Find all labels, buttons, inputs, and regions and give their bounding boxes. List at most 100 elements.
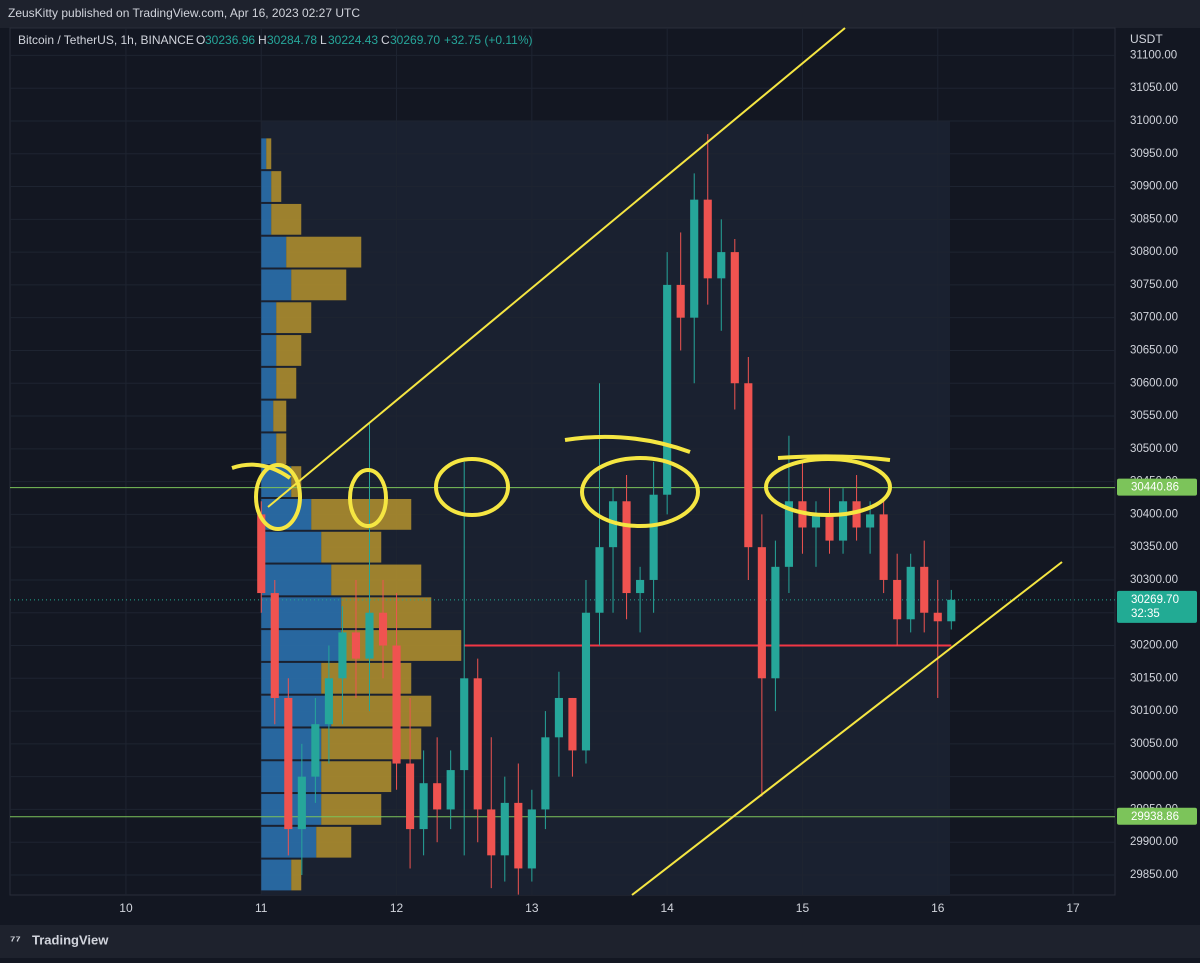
candle-body — [446, 770, 455, 810]
candle-body — [541, 737, 550, 810]
candle-body — [717, 252, 726, 279]
price-label: 30440.86 — [1131, 482, 1179, 494]
scribble — [231, 434, 891, 480]
profile-down — [321, 761, 392, 793]
x-tick-label: 14 — [660, 901, 674, 915]
candle-body — [284, 697, 293, 830]
candle-body — [622, 501, 631, 594]
x-tick-label: 17 — [1066, 901, 1080, 915]
circle-annotation — [434, 457, 510, 517]
profile-down — [273, 400, 287, 432]
y-tick-label: 30350.00 — [1130, 541, 1178, 553]
y-tick-label: 30100.00 — [1130, 705, 1178, 717]
profile-up — [261, 269, 292, 301]
profile-down — [341, 630, 462, 661]
x-tick-label: 11 — [255, 901, 268, 915]
candle-body — [460, 678, 469, 771]
candle-body — [744, 383, 753, 548]
price-label: 29938.86 — [1131, 811, 1179, 823]
profile-down — [276, 302, 312, 334]
candle-body — [595, 547, 604, 613]
brand: TradingView — [32, 932, 109, 947]
candle-body — [568, 697, 577, 751]
candle-body — [419, 783, 428, 830]
h-value: 30284.78 — [267, 33, 317, 47]
price-label-box — [1117, 590, 1197, 623]
candle-body — [487, 809, 496, 856]
profile-up — [261, 302, 277, 334]
profile-up — [261, 695, 332, 727]
y-tick-label: 29850.00 — [1130, 869, 1178, 881]
profile-down — [331, 695, 432, 727]
y-tick-label: 29900.00 — [1130, 836, 1178, 848]
price-label: 30269.70 — [1131, 594, 1179, 606]
profile-down — [321, 794, 382, 825]
c-value: 30269.70 — [390, 33, 440, 47]
candle-body — [784, 501, 793, 567]
profile-down — [276, 367, 297, 399]
profile-down — [316, 826, 352, 858]
candle-body — [649, 494, 658, 580]
y-tick-label: 30750.00 — [1130, 279, 1178, 291]
candle-body — [663, 284, 672, 495]
candle-body — [838, 501, 848, 541]
profile-up — [261, 531, 322, 563]
candle-body — [514, 802, 523, 869]
candle-body — [554, 697, 563, 738]
x-tick-label: 16 — [931, 901, 945, 915]
profile-down — [271, 171, 282, 202]
candle-body — [690, 199, 699, 318]
candle-body — [852, 501, 861, 528]
candle-body — [676, 284, 685, 318]
price-label-box — [1117, 807, 1197, 825]
l-label: L — [320, 33, 327, 47]
candle-body — [771, 566, 780, 679]
candle-body — [879, 514, 888, 580]
profile-down — [276, 335, 302, 366]
y-tick-label: 30200.00 — [1130, 640, 1178, 652]
candle-body — [351, 632, 361, 659]
candle-body — [906, 566, 915, 620]
candle-body — [433, 783, 442, 810]
annotations — [231, 27, 1063, 896]
profile-up — [261, 433, 277, 465]
y-tick-label: 30500.00 — [1130, 443, 1178, 455]
candle-body — [947, 599, 956, 622]
profile-up — [261, 203, 272, 235]
y-tick-label: 30550.00 — [1130, 410, 1178, 422]
candle-body — [933, 612, 942, 622]
y-tick-label: 30150.00 — [1130, 672, 1178, 684]
profile-up — [261, 367, 277, 399]
y-tick-label: 30000.00 — [1130, 771, 1178, 783]
x-tick-label: 15 — [796, 901, 810, 915]
profile-up — [261, 662, 322, 694]
y-tick-label: 30900.00 — [1130, 181, 1178, 193]
profile-up — [261, 859, 292, 891]
candle-body — [406, 763, 415, 830]
y-tick-label: 30600.00 — [1130, 377, 1178, 389]
candle-body — [378, 612, 388, 646]
profile-down — [291, 859, 302, 891]
y-tick-label: 31000.00 — [1130, 115, 1178, 127]
y-tick-label: 30800.00 — [1130, 246, 1178, 258]
o-value: 30236.96 — [205, 33, 255, 47]
profile-down — [331, 564, 422, 596]
o-label: O — [196, 33, 205, 47]
y-tick-label: 30700.00 — [1130, 312, 1178, 324]
candle-body — [636, 579, 645, 594]
candle-body — [893, 579, 902, 620]
trendline-upper — [267, 27, 846, 508]
candle-body — [581, 612, 591, 751]
trendline-lower — [631, 561, 1063, 896]
circle-annotation — [348, 468, 388, 528]
candle-body — [473, 678, 482, 810]
c-label: C — [381, 33, 390, 47]
x-tick-label: 13 — [525, 901, 539, 915]
profile-up — [261, 564, 332, 596]
profile-down — [321, 728, 422, 760]
brand-logo: ⁷⁷ — [10, 932, 21, 947]
candle-body — [500, 802, 509, 856]
candle-body — [365, 612, 374, 659]
l-value: 30224.43 — [328, 33, 378, 47]
